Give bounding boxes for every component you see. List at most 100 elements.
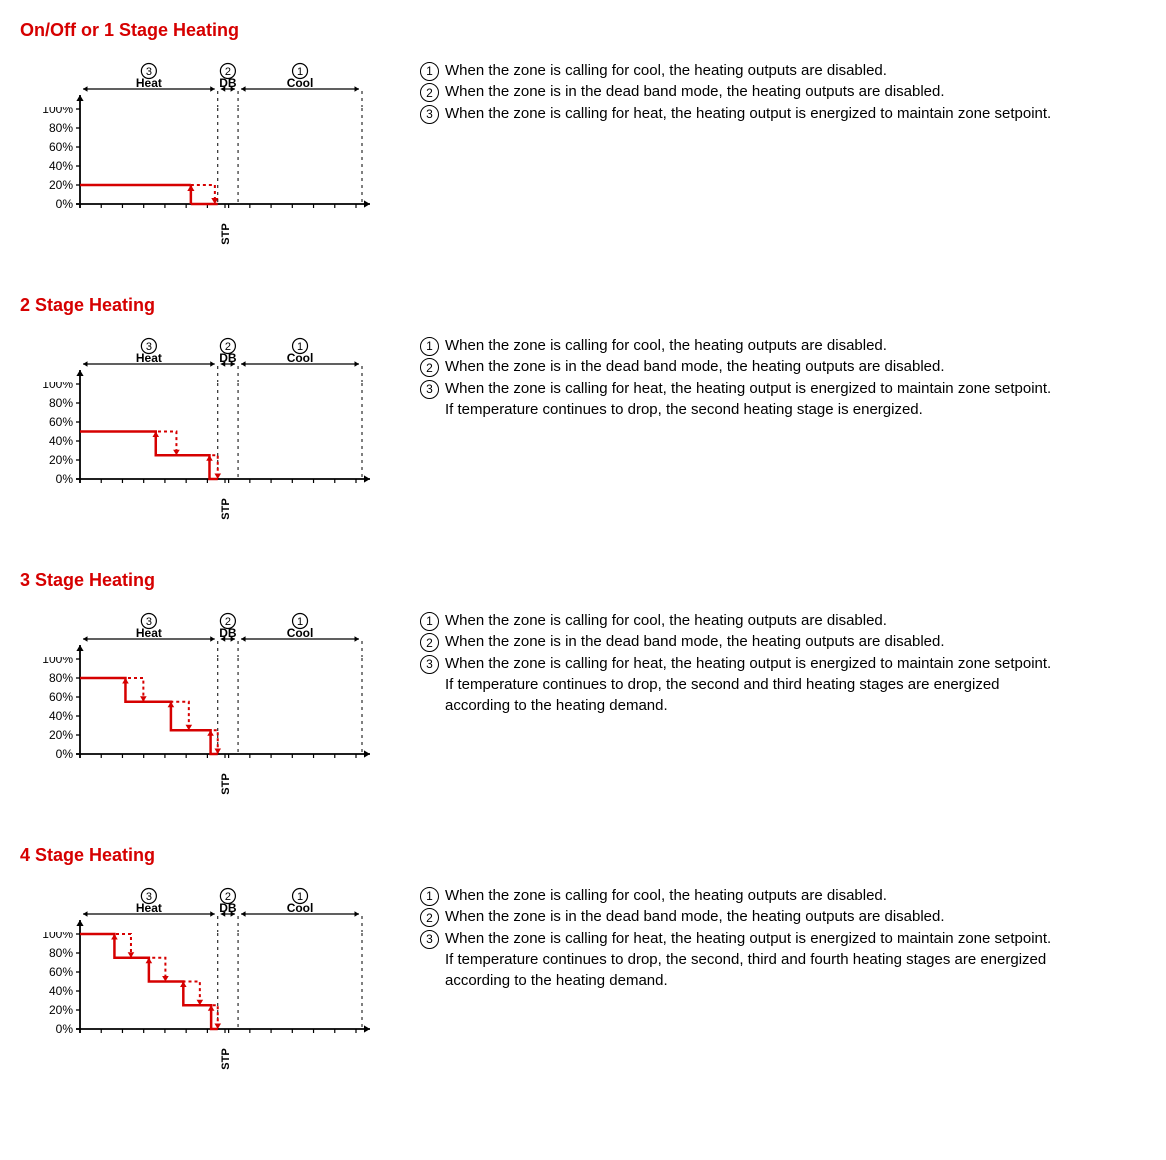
chart-column: 100%80%60%40%20%0%STP3Heat3Heat2DB1Cool	[20, 609, 400, 799]
note-badge: 3	[420, 930, 439, 949]
notes-column: 1 When the zone is calling for cool, the …	[400, 609, 1146, 717]
note-badge: 2	[420, 83, 439, 102]
note-badge-spacer	[420, 972, 439, 991]
y-tick-label: 0%	[56, 197, 74, 211]
notes-column: 1 When the zone is calling for cool, the …	[400, 59, 1146, 125]
chart-column: 100%80%60%40%20%0%STP3Heat3Heat2DB1Cool	[20, 884, 400, 1074]
note-badge: 2	[420, 908, 439, 927]
region-label-db: DB	[219, 626, 237, 640]
note-text: When the zone is calling for heat, the h…	[445, 379, 1051, 399]
note-line: If temperature continues to drop, the se…	[420, 400, 1146, 420]
note-text: When the zone is in the dead band mode, …	[445, 357, 945, 377]
chart-column: 100%80%60%40%20%0%STP3Heat3Heat2DB1Cool	[20, 334, 400, 524]
region-label-cool: Cool	[287, 901, 314, 915]
region-label-db: DB	[219, 901, 237, 915]
note-text: If temperature continues to drop, the se…	[445, 400, 923, 420]
section-s1: On/Off or 1 Stage Heating100%80%60%40%20…	[20, 20, 1146, 249]
region-label-heat: Heat	[136, 351, 162, 365]
note-line: 2 When the zone is in the dead band mode,…	[420, 357, 1146, 377]
note-text: When the zone is calling for cool, the h…	[445, 336, 887, 356]
region-label-cool: Cool	[287, 351, 314, 365]
y-tick-label: 0%	[56, 747, 74, 761]
region-label-db: DB	[219, 76, 237, 90]
stp-label: STP	[220, 223, 232, 244]
y-tick-label: 60%	[49, 690, 73, 704]
y-tick-label: 80%	[49, 121, 73, 135]
notes-column: 1 When the zone is calling for cool, the …	[400, 334, 1146, 421]
y-tick-label: 80%	[49, 396, 73, 410]
stp-label: STP	[220, 773, 232, 794]
note-line: 2 When the zone is in the dead band mode,…	[420, 82, 1146, 102]
y-tick-label: 20%	[49, 453, 73, 467]
note-line: 1 When the zone is calling for cool, the …	[420, 336, 1146, 356]
section-s3: 3 Stage Heating100%80%60%40%20%0%STP3Hea…	[20, 570, 1146, 799]
note-text: according to the heating demand.	[445, 696, 668, 716]
y-tick-label: 60%	[49, 415, 73, 429]
section-title: 4 Stage Heating	[20, 845, 1146, 866]
note-badge-spacer	[420, 676, 439, 695]
y-tick-label: 0%	[56, 472, 74, 486]
note-text: When the zone is calling for cool, the h…	[445, 61, 887, 81]
heating-chart: 100%80%60%40%20%0%STP3Heat3Heat2DB1Cool	[20, 884, 380, 1074]
y-tick-label: 60%	[49, 140, 73, 154]
note-line: 3 When the zone is calling for heat, the …	[420, 929, 1146, 949]
note-text: When the zone is calling for cool, the h…	[445, 886, 887, 906]
note-badge: 3	[420, 105, 439, 124]
note-badge: 1	[420, 337, 439, 356]
note-badge: 3	[420, 655, 439, 674]
region-label-cool: Cool	[287, 626, 314, 640]
note-text: When the zone is calling for heat, the h…	[445, 929, 1051, 949]
note-line: 3When the zone is calling for heat, the …	[420, 104, 1146, 124]
y-tick-label: 40%	[49, 159, 73, 173]
note-badge: 2	[420, 633, 439, 652]
notes-column: 1 When the zone is calling for cool, the …	[400, 884, 1146, 992]
chart-column: 100%80%60%40%20%0%STP3Heat3Heat2DB1Cool	[20, 59, 400, 249]
note-line: 1 When the zone is calling for cool, the …	[420, 886, 1146, 906]
stp-label: STP	[220, 498, 232, 519]
note-line: 2 When the zone is in the dead band mode,…	[420, 907, 1146, 927]
y-tick-label: 80%	[49, 946, 73, 960]
note-text: When the zone is in the dead band mode, …	[445, 907, 945, 927]
note-text: If temperature continues to drop, the se…	[445, 675, 1000, 695]
note-line: If temperature continues to drop, the se…	[420, 675, 1146, 695]
section-title: 3 Stage Heating	[20, 570, 1146, 591]
note-line: If temperature continues to drop, the se…	[420, 950, 1146, 970]
heating-chart: 100%80%60%40%20%0%STP3Heat3Heat2DB1Cool	[20, 609, 380, 799]
y-tick-label: 40%	[49, 709, 73, 723]
note-line: according to the heating demand.	[420, 696, 1146, 716]
note-text: according to the heating demand.	[445, 971, 668, 991]
note-line: 1 When the zone is calling for cool, the …	[420, 61, 1146, 81]
region-label-heat: Heat	[136, 76, 162, 90]
note-text: When the zone is calling for cool, the h…	[445, 611, 887, 631]
y-tick-label: 40%	[49, 984, 73, 998]
note-line: 3 When the zone is calling for heat, the …	[420, 379, 1146, 399]
note-line: 1 When the zone is calling for cool, the …	[420, 611, 1146, 631]
region-label-db: DB	[219, 351, 237, 365]
note-badge: 1	[420, 887, 439, 906]
y-tick-label: 40%	[49, 434, 73, 448]
y-tick-label: 0%	[56, 1022, 74, 1036]
region-label-heat: Heat	[136, 901, 162, 915]
note-badge-spacer	[420, 697, 439, 716]
note-text: When the zone is calling for heat, the h…	[445, 654, 1051, 674]
note-text: When the zone is in the dead band mode, …	[445, 632, 945, 652]
note-badge: 2	[420, 358, 439, 377]
note-line: according to the heating demand.	[420, 971, 1146, 991]
heating-chart: 100%80%60%40%20%0%STP3Heat3Heat2DB1Cool	[20, 334, 380, 524]
note-badge: 1	[420, 62, 439, 81]
note-text: If temperature continues to drop, the se…	[445, 950, 1046, 970]
stp-label: STP	[220, 1048, 232, 1069]
y-tick-label: 20%	[49, 1003, 73, 1017]
note-text: When the zone is in the dead band mode, …	[445, 82, 945, 102]
note-badge: 1	[420, 612, 439, 631]
y-tick-label: 20%	[49, 728, 73, 742]
note-badge-spacer	[420, 951, 439, 970]
section-s2: 2 Stage Heating100%80%60%40%20%0%STP3Hea…	[20, 295, 1146, 524]
y-tick-label: 20%	[49, 178, 73, 192]
region-label-cool: Cool	[287, 76, 314, 90]
note-badge: 3	[420, 380, 439, 399]
section-title: On/Off or 1 Stage Heating	[20, 20, 1146, 41]
y-tick-label: 80%	[49, 671, 73, 685]
region-label-heat: Heat	[136, 626, 162, 640]
y-tick-label: 60%	[49, 965, 73, 979]
